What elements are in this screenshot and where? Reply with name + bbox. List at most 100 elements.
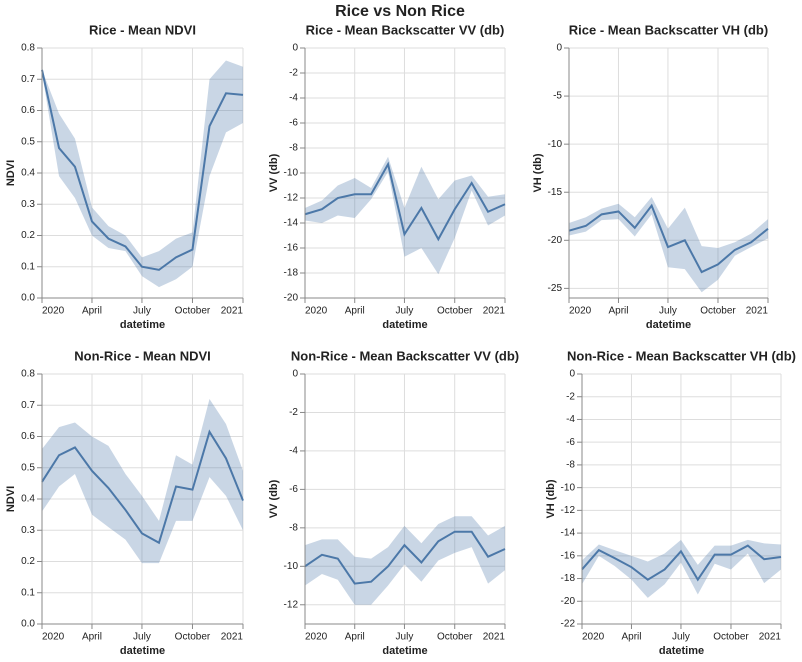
y-tick-label: -14 [284,218,299,229]
y-tick-label: -6 [289,118,298,129]
line [41,69,244,271]
y-tick-label: -12 [561,505,576,516]
y-tick-label: 0.5 [21,462,35,473]
x-tick-label: July [396,306,414,317]
x-tick-label: October [175,306,211,317]
y-tick-label: -6 [289,484,298,495]
y-tick-label: -16 [284,243,299,254]
band [569,197,768,293]
y-tick-label: -20 [561,596,576,607]
y-axis-title: VH (db) [545,479,557,518]
x-tick-label: April [608,306,628,317]
y-tick-label: -2 [566,391,575,402]
y-tick-label: -20 [548,235,563,246]
x-tick-label: October [437,306,473,317]
x-tick-label: April [345,632,365,643]
y-tick-label: -14 [561,528,576,539]
y-tick-label: -25 [548,283,563,294]
y-tick-label: -2 [289,407,298,418]
y-tick-label: -10 [284,168,299,179]
y-tick-label: -20 [284,293,299,304]
y-tick-label: 0.6 [21,431,35,442]
x-tick-label: October [175,632,211,643]
y-tick-label: -4 [566,414,575,425]
y-tick-label: -10 [548,139,563,150]
y-tick-label: 0.8 [21,369,35,380]
y-tick-label: -12 [284,599,299,610]
y-tick-label: -15 [548,187,563,198]
y-tick-label: 0 [556,43,562,54]
x-tick-label: July [659,306,677,317]
x-tick-label: October [713,632,749,643]
chart-title: Rice - Mean NDVI [89,22,196,37]
y-tick-label: 0.6 [21,105,35,116]
y-tick-label: -5 [553,91,562,102]
y-tick-label: 0.0 [21,293,35,304]
y-tick-label: 0.0 [21,619,35,630]
x-tick-label: July [672,632,690,643]
line [304,530,506,585]
main-title: Rice vs Non Rice [335,3,465,20]
y-tick-label: 0.5 [21,136,35,147]
chart-title: Rice - Mean Backscatter VH (db) [569,22,768,37]
y-tick-label: -12 [284,193,299,204]
band [305,156,505,275]
y-axis-title: VV (db) [268,479,280,518]
y-axis-title: VV (db) [268,153,280,192]
chart-title: Rice - Mean Backscatter VV (db) [306,22,505,37]
x-tick-label: 2020 [305,306,328,317]
x-tick-label: 2021 [759,632,782,643]
chart-title: Non-Rice - Mean NDVI [74,348,211,363]
y-tick-label: 0.1 [21,261,35,272]
line [568,203,769,274]
y-axis-title: NDVI [5,486,17,512]
x-tick-label: April [82,632,102,643]
y-tick-label: -16 [561,550,576,561]
x-tick-label: 2021 [483,306,506,317]
y-tick-label: 0.1 [21,587,35,598]
y-tick-label: -18 [561,573,576,584]
x-tick-label: July [396,632,414,643]
y-tick-label: -22 [561,619,576,630]
line [41,429,244,545]
x-tick-label: April [82,306,102,317]
x-tick-label: 2021 [221,306,244,317]
band [305,516,505,605]
y-tick-label: 0.2 [21,556,35,567]
y-tick-label: -10 [561,482,576,493]
x-tick-label: April [621,632,641,643]
y-tick-label: -4 [289,93,298,104]
line [304,161,506,242]
x-tick-label: July [133,632,151,643]
x-tick-label: 2020 [42,632,65,643]
y-tick-label: -8 [566,460,575,471]
y-tick-label: 0 [292,369,298,380]
x-axis-title: datetime [659,645,704,657]
chart-title: Non-Rice - Mean Backscatter VV (db) [291,348,519,363]
x-axis-title: datetime [646,319,691,331]
band [42,399,243,564]
y-tick-label: 0.2 [21,230,35,241]
line [581,544,782,582]
x-tick-label: 2020 [305,632,328,643]
x-axis-title: datetime [120,319,165,331]
y-tick-label: -10 [284,561,299,572]
y-tick-label: -8 [289,143,298,154]
x-tick-label: 2020 [582,632,605,643]
x-tick-label: October [437,632,473,643]
x-tick-label: 2020 [42,306,65,317]
x-axis-title: datetime [382,645,427,657]
chart-title: Non-Rice - Mean Backscatter VH (db) [567,348,796,363]
y-tick-label: 0.8 [21,43,35,54]
x-axis-title: datetime [120,645,165,657]
y-tick-label: -2 [289,68,298,79]
y-tick-label: 0.4 [21,494,35,505]
x-tick-label: April [345,306,365,317]
x-tick-label: 2021 [221,632,244,643]
band [42,60,243,288]
y-tick-label: -8 [289,522,298,533]
y-axis-title: VH (db) [532,153,544,192]
x-tick-label: July [133,306,151,317]
y-tick-label: 0.7 [21,400,35,411]
